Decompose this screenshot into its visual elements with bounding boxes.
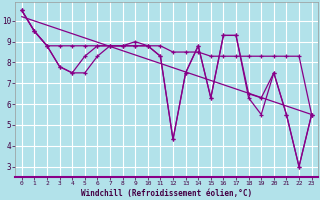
X-axis label: Windchill (Refroidissement éolien,°C): Windchill (Refroidissement éolien,°C)	[81, 189, 252, 198]
